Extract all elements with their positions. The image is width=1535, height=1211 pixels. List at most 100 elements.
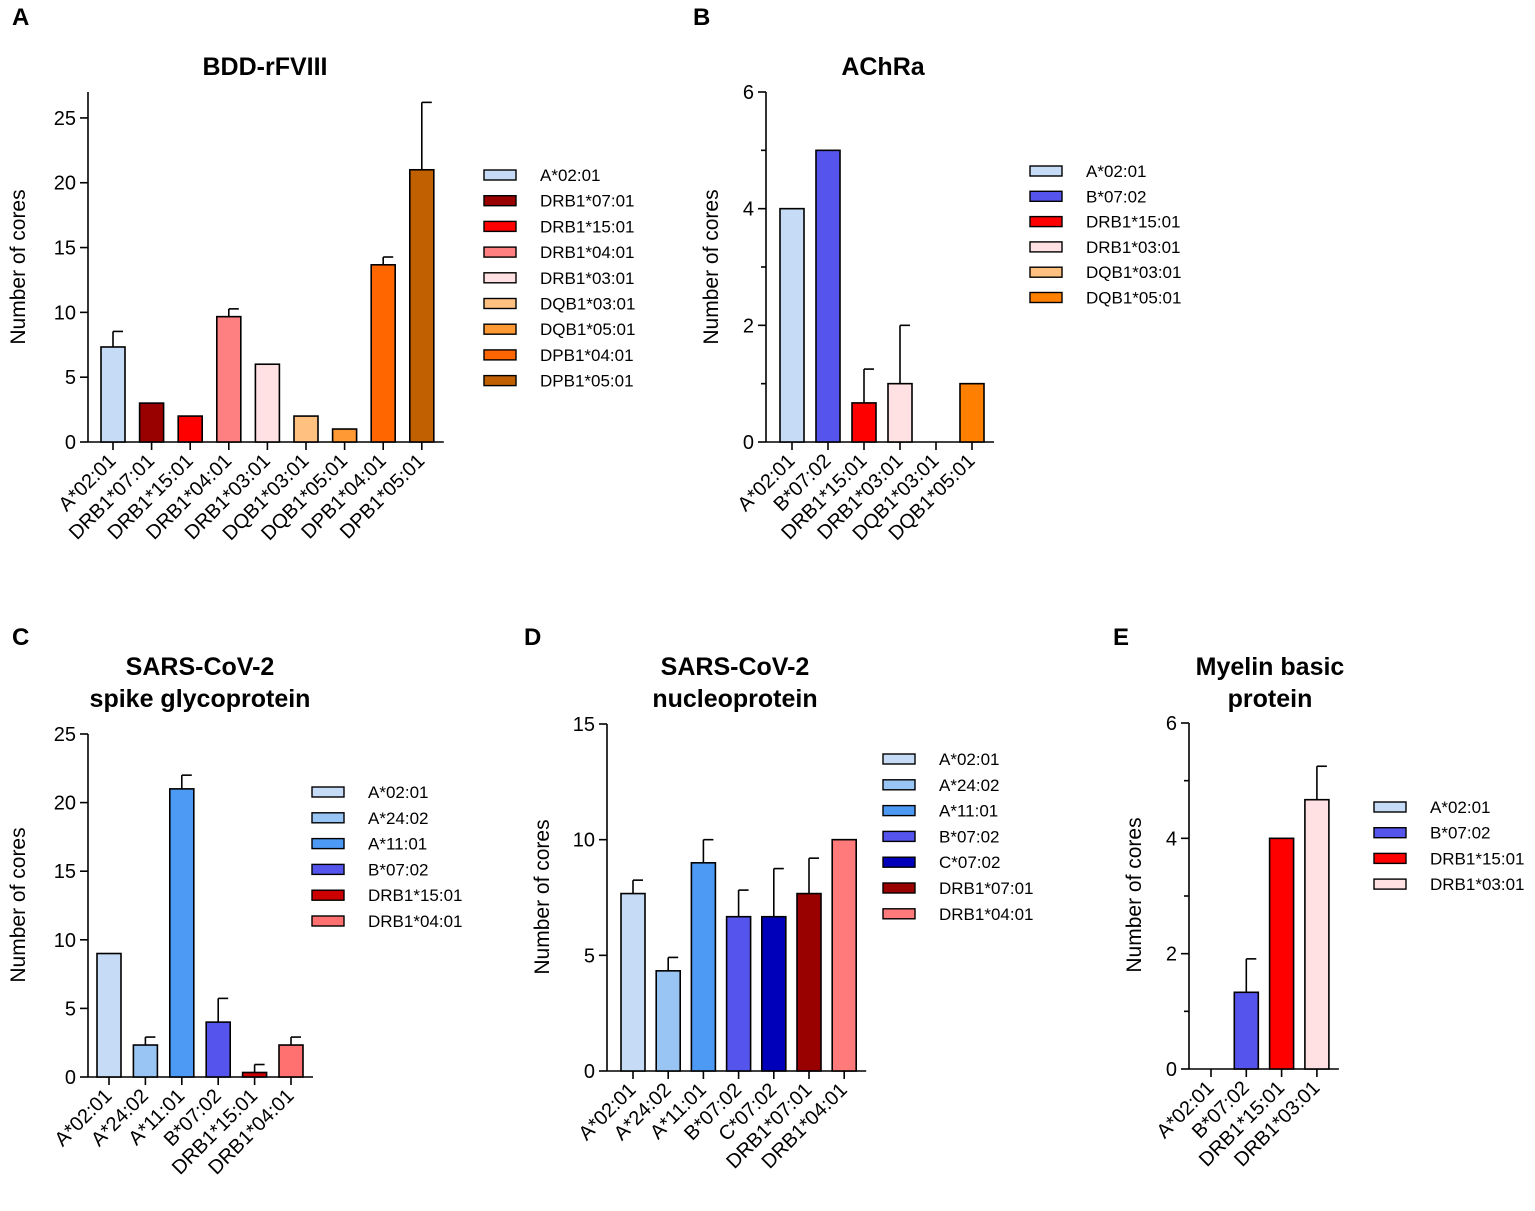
y-tick-label: 25 [54,108,76,130]
legend-label: A*11:01 [368,835,427,854]
y-tick-label: 15 [54,861,76,883]
chart-panel-d: D SARS-CoV-2 nucleoprotein Number of cores 0… [524,624,1034,1173]
chart-title: BDD-rFVIII [203,53,328,81]
bar [177,415,203,443]
y-tick-label: 10 [573,830,595,852]
legend-label: DRB1*07:01 [939,879,1034,898]
bar [169,788,195,1078]
legend-swatch [311,915,345,927]
legend-label: A*02:01 [540,166,601,185]
legend-label: DRB1*03:01 [540,269,635,288]
legend-swatch [882,908,916,920]
legend-label: DRB1*03:01 [1086,238,1181,257]
legend-label: DRB1*03:01 [1430,875,1525,894]
legend-label: A*24:02 [368,809,429,828]
y-tick-label: 0 [743,432,754,454]
chart-title-line: protein [1228,685,1313,713]
legend-swatch [882,753,916,765]
legend-swatch [483,374,517,387]
legend-swatch [882,779,916,791]
legend-label: DQB1*05:01 [540,320,635,339]
chart-panel-e: E Myelin basic protein Number of cores 0 2 4 6 A… [1113,624,1525,1171]
y-tick-label: 15 [54,238,76,260]
chart-title-line: SARS-CoV-2 [661,653,810,681]
y-tick-label: 5 [65,367,76,389]
legend-swatch [483,220,517,233]
y-tick-label: 0 [65,1067,76,1089]
bar [293,415,319,443]
legend-label: A*02:01 [939,750,1000,769]
bar [887,382,913,443]
legend-swatch [882,856,916,868]
legend-label: DRB1*07:01 [540,192,635,211]
y-tick-label: 20 [54,173,76,195]
legend-swatch [1029,165,1063,177]
bar [1268,837,1295,1070]
legend-swatch [1373,827,1407,839]
chart-title-line: nucleoprotein [652,685,817,713]
legend-swatch [1373,852,1407,865]
legend-swatch [1373,878,1407,890]
y-axis-label: Number of cores [7,189,30,344]
legend-label: DRB1*15:01 [1086,213,1181,232]
bar [655,970,682,1072]
legend-swatch [483,323,517,335]
y-tick-label: 15 [573,714,595,736]
bar [132,1044,159,1078]
legend-swatch [882,882,916,894]
legend-swatch [311,889,345,901]
legend-label: DRB1*04:01 [939,905,1034,924]
legend-swatch [1029,291,1063,304]
y-tick-label: 0 [584,1061,595,1083]
legend-swatch [1029,190,1063,203]
chart-panel-a: A BDD-rFVIII Number of cores 0 5 10 15 20 25 A*02… [7,4,635,545]
bar [779,207,805,443]
legend-label: DQB1*05:01 [1086,289,1181,308]
bar [278,1044,304,1078]
y-tick-label: 10 [54,302,76,324]
legend-label: DPB1*04:01 [540,346,634,365]
bar [100,346,126,443]
y-tick-label: 5 [65,998,76,1020]
bar [851,402,877,443]
bar [690,861,717,1072]
bar [370,263,397,443]
legend-label: B*07:02 [368,860,429,879]
bar [331,428,358,443]
legend-swatch [1029,241,1063,253]
legend-swatch [311,837,345,850]
y-tick-label: 4 [743,199,754,221]
chart-title-line: AChRa [841,53,925,81]
y-tick-label: 2 [1166,944,1177,966]
y-tick-label: 20 [54,793,76,815]
chart-title-line: BDD-rFVIII [203,53,328,81]
legend-label: DPB1*05:01 [540,372,634,391]
legend-label: DRB1*04:01 [368,912,463,931]
legend-swatch [483,169,517,181]
y-tick-label: 5 [584,945,595,967]
bar [1233,991,1260,1070]
legend-label: C*07:02 [939,853,1000,872]
y-tick-label: 25 [54,724,76,746]
legend-label: DQB1*03:01 [1086,263,1181,282]
y-tick-label: 2 [743,315,754,337]
legend-label: A*02:01 [1086,162,1147,181]
legend-label: DRB1*15:01 [540,217,635,236]
legend-label: A*11:01 [939,802,998,821]
bar [760,915,787,1072]
y-axis-label: Number of cores [700,189,723,344]
legend-label: B*07:02 [1430,824,1491,843]
legend-label: A*02:01 [1430,798,1491,817]
chart-panel-b: B AChRa Number of cores 0 2 4 6 A*02:01 B*07:02 D… [693,4,1181,545]
legend-swatch [1029,266,1063,278]
legend-swatch [311,812,345,824]
bar [815,149,841,443]
legend-swatch [483,297,517,310]
chart-title: SARS-CoV-2 spike glycoprotein [90,653,311,713]
y-axis-label: Number of cores [1123,817,1146,972]
bar [96,952,122,1078]
chart-title-line: spike glycoprotein [90,685,311,713]
bar [620,892,646,1072]
legend-label: A*24:02 [939,776,1000,795]
bar [216,315,242,443]
